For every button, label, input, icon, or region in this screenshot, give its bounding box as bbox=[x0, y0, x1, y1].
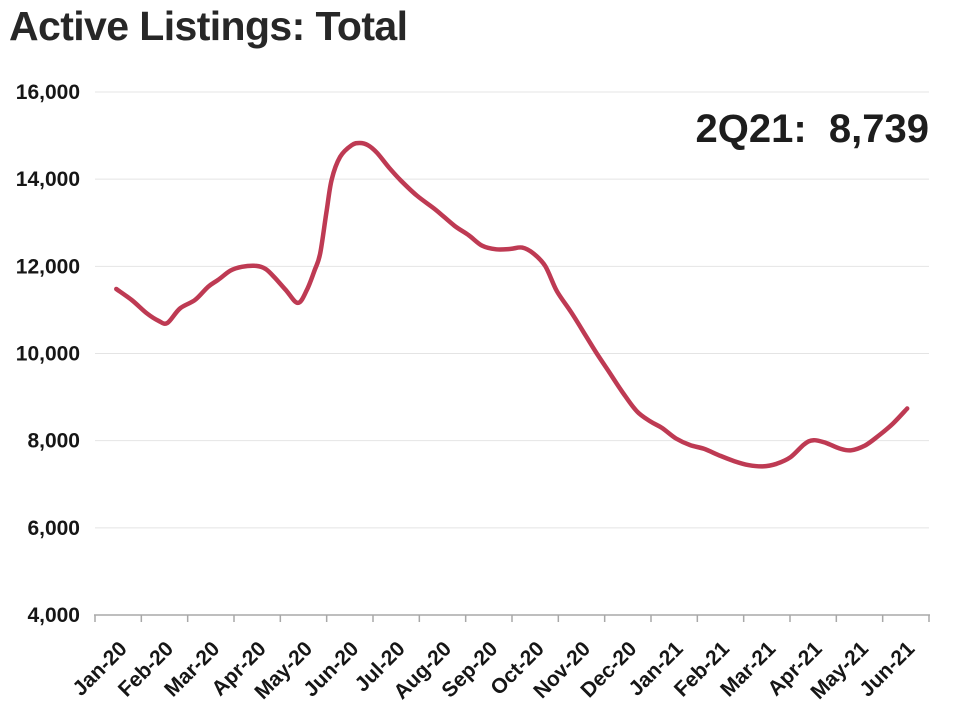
y-tick-label: 14,000 bbox=[16, 168, 80, 191]
y-tick-label: 4,000 bbox=[27, 604, 80, 627]
y-tick-label: 16,000 bbox=[16, 81, 80, 104]
y-tick-label: 8,000 bbox=[27, 430, 80, 453]
chart-title: Active Listings: Total bbox=[9, 3, 408, 49]
y-tick-label: 10,000 bbox=[16, 343, 80, 366]
y-tick-label: 6,000 bbox=[27, 517, 80, 540]
quarter-value-annotation: 2Q21: 8,739 bbox=[695, 107, 930, 151]
y-tick-label: 12,000 bbox=[16, 255, 80, 278]
active-listings-series-line bbox=[114, 140, 910, 469]
